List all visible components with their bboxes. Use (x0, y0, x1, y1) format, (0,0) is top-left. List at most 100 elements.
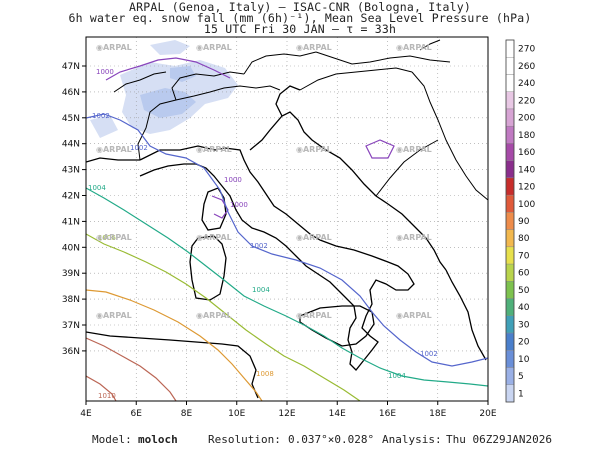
lon-label: 4E (80, 409, 92, 419)
isobar-label: 1002 (250, 242, 268, 250)
lat-label: 44N (62, 140, 80, 150)
colorbar-swatch (505, 350, 515, 368)
isobar-1000-south (211, 195, 229, 219)
latitude-labels: 47N 46N 45N 44N 43N 42N 41N 40N 39N 38N 37N 36N (62, 62, 86, 357)
lat-label: 36N (62, 347, 80, 357)
isobar-1000-east (365, 139, 395, 159)
analysis-value: Thu 06Z29JAN2026 (446, 433, 552, 446)
chart-title-line-3: 15 UTC Fri 30 JAN — τ = 33h (203, 22, 397, 36)
arpal-watermark: ◉ARPAL (396, 311, 432, 320)
isobar-1004 (86, 187, 488, 387)
chart-title-line-2: 6h water eq. snow fall (mm (6h)⁻¹), Mean… (68, 11, 532, 25)
colorbar-label: 160 (518, 148, 535, 158)
lon-label: 6E (131, 409, 143, 419)
isobar-label: 1002 (92, 112, 110, 120)
colorbar-swatch (505, 74, 515, 92)
arpal-watermarks: ◉ARPAL ◉ARPAL ◉ARPAL ◉ARPAL ◉ARPAL ◉ARPAL ◉ARP… (96, 43, 432, 320)
model-value: moloch (138, 433, 178, 446)
lat-label: 43N (62, 166, 80, 176)
colorbar-swatch (505, 125, 515, 144)
analysis-label: Analysis: (382, 433, 442, 446)
arpal-watermark: ◉ARPAL (196, 233, 232, 242)
isobar-label: 1002 (420, 350, 438, 358)
colorbar-swatch (505, 246, 515, 265)
resolution-value: 0.037°×0.028° (288, 433, 375, 446)
colorbar-label: 40 (518, 303, 530, 313)
arpal-watermark: ◉ARPAL (96, 233, 132, 242)
colorbar-label: 30 (518, 320, 530, 330)
lat-label: 37N (62, 321, 80, 331)
arpal-watermark: ◉ARPAL (196, 43, 232, 52)
lat-label: 40N (62, 243, 80, 253)
colorbar-swatch (505, 194, 515, 213)
isobar-label: 1010 (98, 392, 116, 400)
colorbar-swatch (505, 108, 515, 127)
lon-label: 8E (181, 409, 193, 419)
snow-area (90, 115, 118, 138)
colorbar-swatch (505, 229, 515, 248)
isobar-label: 1004 (252, 286, 270, 294)
colorbar-label: 20 (518, 338, 530, 348)
arpal-watermark: ◉ARPAL (396, 145, 432, 154)
colorbar-swatch (505, 315, 515, 334)
colorbar-label: 5 (518, 372, 524, 382)
colorbar-label: 200 (518, 114, 535, 124)
colorbar-swatch (505, 177, 515, 196)
arpal-watermark: ◉ARPAL (296, 311, 332, 320)
longitude-labels: 4E 6E 8E 10E 12E 14E 16E 18E 20E (80, 401, 497, 419)
colorbar-swatch (505, 143, 515, 161)
colorbar-swatch (505, 263, 515, 282)
lat-label: 38N (62, 295, 80, 305)
isobar-1008 (86, 289, 263, 401)
colorbar-swatch (505, 367, 515, 385)
colorbar-label: 180 (518, 131, 535, 141)
isobar-1010 (86, 337, 177, 401)
colorbar-label: 10 (518, 355, 530, 365)
colorbar-swatch (505, 39, 515, 58)
colorbar-label: 270 (518, 45, 535, 55)
arpal-watermark: ◉ARPAL (196, 311, 232, 320)
snow-area (150, 40, 190, 55)
colorbar: 2702602402202001801601401201009080706050… (505, 39, 535, 403)
isobar-1000 (105, 57, 231, 81)
map-area: 1000 1002 1002 1000 1000 1002 1002 1004 … (86, 37, 488, 401)
isobar-label: 1000 (224, 176, 242, 184)
lat-label: 42N (62, 192, 80, 202)
isobar-label: 1000 (230, 201, 248, 209)
lon-label: 10E (228, 409, 245, 419)
isobar-1002 (86, 113, 488, 367)
colorbar-label: 140 (518, 165, 535, 175)
lat-label: 45N (62, 114, 80, 124)
arpal-watermark: ◉ARPAL (96, 311, 132, 320)
lon-label: 16E (379, 409, 396, 419)
isobar-label: 1006 (98, 234, 116, 242)
lon-label: 12E (278, 409, 295, 419)
arpal-watermark: ◉ARPAL (96, 43, 132, 52)
colorbar-label: 220 (518, 96, 535, 106)
arpal-watermark: ◉ARPAL (296, 233, 332, 242)
colorbar-swatch (505, 281, 515, 299)
colorbar-swatch (505, 57, 515, 75)
colorbar-swatch (505, 332, 515, 351)
colorbar-swatch (505, 91, 515, 110)
colorbar-label: 260 (518, 62, 535, 72)
colorbar-swatch (505, 212, 515, 230)
colorbar-label: 50 (518, 286, 530, 296)
chart-title-line-1: ARPAL (Genoa, Italy) — ISAC-CNR (Bologna… (129, 0, 471, 14)
borders (113, 39, 488, 201)
colorbar-label: 80 (518, 234, 530, 244)
colorbar-swatch (505, 384, 515, 403)
isobar-label: 1008 (256, 370, 274, 378)
arpal-watermark: ◉ARPAL (96, 145, 132, 154)
arpal-watermark: ◉ARPAL (396, 233, 432, 242)
colorbar-label: 100 (518, 200, 535, 210)
lat-label: 39N (62, 269, 80, 279)
colorbar-label: 120 (518, 183, 535, 193)
arpal-watermark: ◉ARPAL (196, 145, 232, 154)
colorbar-label: 240 (518, 79, 535, 89)
isobar-label: 1000 (96, 68, 114, 76)
resolution-label: Resolution: (208, 433, 281, 446)
colorbar-frame (505, 39, 515, 403)
arpal-watermark: ◉ARPAL (396, 43, 432, 52)
